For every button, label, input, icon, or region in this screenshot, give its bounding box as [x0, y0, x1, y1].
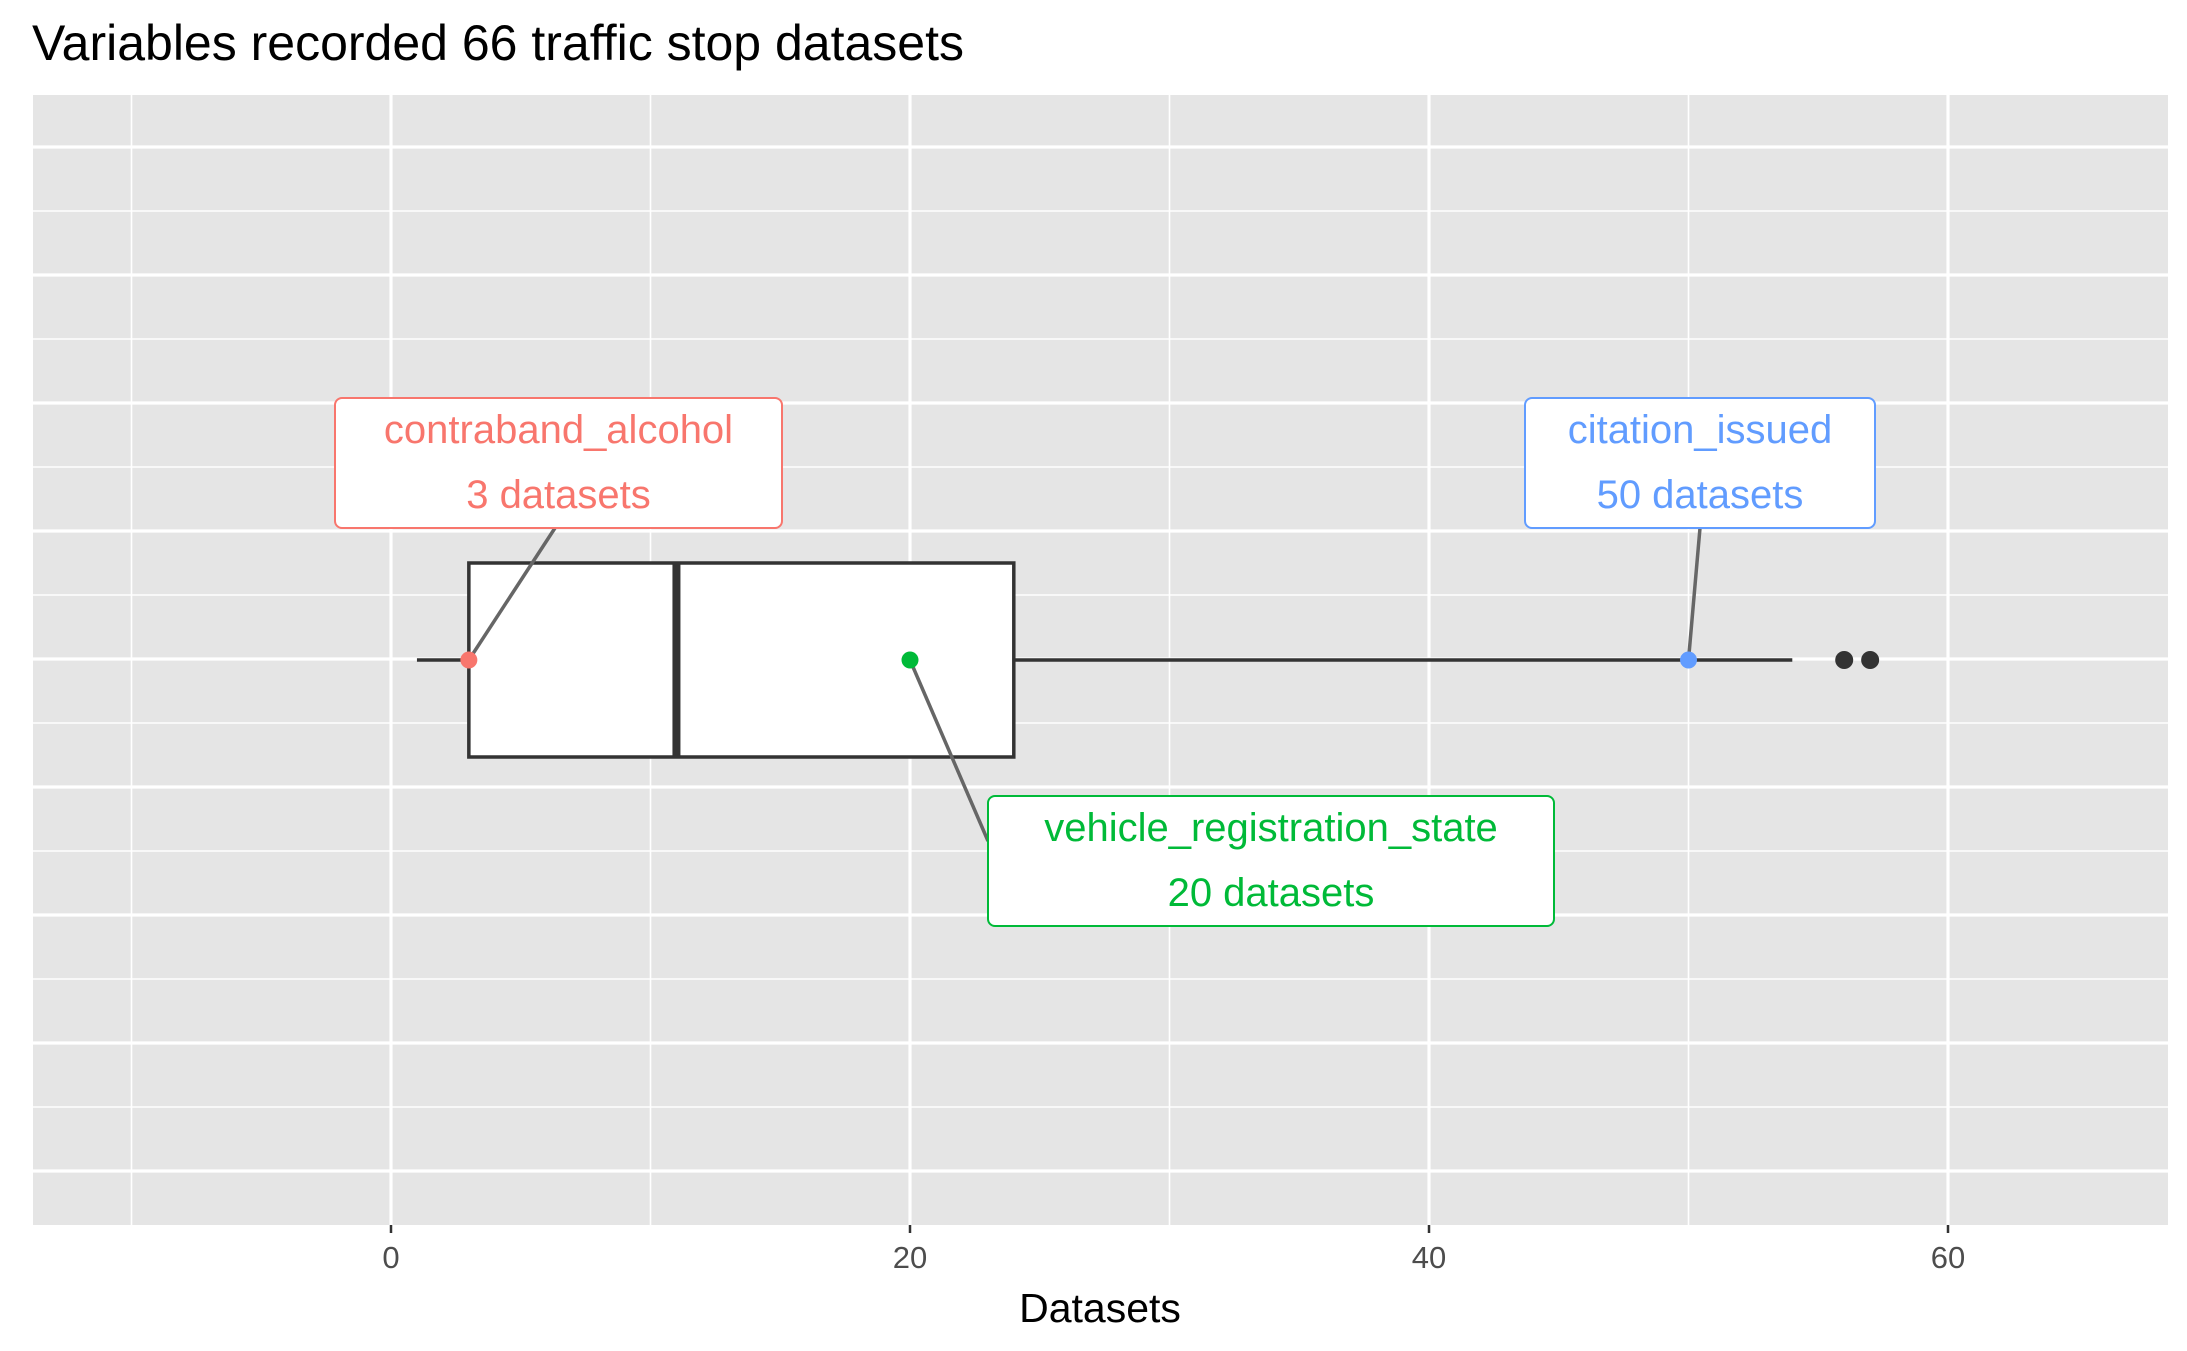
- annotation-value-label: 20 datasets: [1168, 871, 1375, 915]
- annotation-label-box: [987, 795, 1555, 927]
- annotation-value-label: 3 datasets: [466, 473, 651, 517]
- annotation-variable-label: citation_issued: [1568, 408, 1833, 452]
- annotation-connector: [1686, 527, 1702, 661]
- annotation-layer: contraband_alcohol 3 datasets vehicle_regi…: [334, 397, 1876, 927]
- outlier-point: [1861, 651, 1880, 669]
- x-tick-label: 0: [382, 1240, 399, 1275]
- x-tick-label: 60: [1931, 1240, 1965, 1275]
- annotation-point: [901, 651, 919, 669]
- annotation-variable-label: contraband_alcohol: [384, 408, 733, 452]
- box-layer: [416, 561, 1880, 759]
- annotation-connector: [467, 527, 557, 661]
- annotation-variable-label: vehicle_registration_state: [1044, 806, 1498, 850]
- annotation-connector: [908, 659, 990, 842]
- outlier-point: [1835, 651, 1854, 669]
- x-tick-label: 40: [1412, 1240, 1446, 1275]
- annotation-label-box: [334, 397, 783, 529]
- chart-title: Variables recorded 66 traffic stop datas…: [32, 15, 965, 71]
- x-axis-title: Datasets: [1019, 1285, 1181, 1331]
- major-grid: [33, 95, 2168, 1225]
- x-tick-label: 20: [893, 1240, 927, 1275]
- x-axis: 0 20 40 60: [382, 1225, 1965, 1275]
- annotation-point: [1680, 651, 1697, 669]
- annotation-point: [460, 651, 478, 669]
- annotation-value-label: 50 datasets: [1597, 473, 1804, 517]
- annotation-label-box: [1524, 397, 1876, 529]
- box-iqr: [467, 561, 1016, 759]
